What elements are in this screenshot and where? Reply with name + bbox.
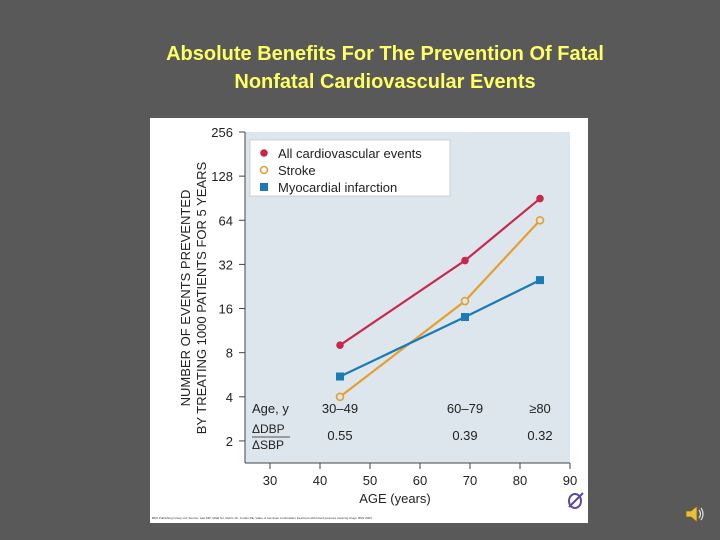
y-tick-label: 64 <box>219 213 233 228</box>
data-point-mi <box>336 372 344 381</box>
chart-frame: 2 4 8 16 32 64 128 256 30 40 50 60 70 80 90 NUMBER OF … <box>150 118 588 523</box>
citation-bar: BMJ Publishing Group Ltd; Source: Law MR… <box>150 513 588 523</box>
x-tick-label: 40 <box>313 473 327 488</box>
ratio-label-bottom: ΔSBP <box>252 438 284 452</box>
x-tick-label: 90 <box>563 473 577 488</box>
ratio-value: 0.39 <box>452 428 477 443</box>
age-row-label: Age, y <box>252 401 289 416</box>
speaker-icon[interactable] <box>683 503 707 525</box>
data-point-all_cv <box>336 341 344 349</box>
data-point-mi <box>536 276 544 285</box>
data-point-stroke <box>460 296 470 306</box>
line-chart: 2 4 8 16 32 64 128 256 30 40 50 60 70 80 90 NUMBER OF … <box>150 118 588 523</box>
data-point-mi <box>461 313 469 322</box>
slide-title-line2: Nonfatal Cardiovascular Events <box>234 71 536 93</box>
age-group-label: 30–49 <box>322 401 358 416</box>
ratio-value: 0.32 <box>527 428 552 443</box>
y-axis-label-line2: BY TREATING 1000 PATIENTS FOR 5 YEARS <box>194 161 209 434</box>
x-tick-label: 30 <box>263 473 277 488</box>
slide-title-line1: Absolute Benefits For The Prevention Of … <box>166 43 604 65</box>
y-tick-label: 16 <box>219 302 233 317</box>
x-tick-label: 60 <box>413 473 427 488</box>
ratio-value: 0.55 <box>327 428 352 443</box>
publisher-logo <box>568 492 584 509</box>
legend-marker-mi <box>260 183 268 191</box>
citation-text: BMJ Publishing Group Ltd; Source: Law MR… <box>152 516 373 520</box>
data-point-all_cv <box>536 194 544 203</box>
data-point-stroke <box>335 392 345 402</box>
x-tick-label: 70 <box>463 473 477 488</box>
y-tick-label: 32 <box>219 257 233 272</box>
data-point-stroke <box>535 215 545 225</box>
x-tick-label: 80 <box>513 473 527 488</box>
x-axis-label: AGE (years) <box>359 491 431 506</box>
y-tick-label: 128 <box>211 169 233 184</box>
legend-marker-stroke <box>259 165 269 175</box>
y-tick-label: 256 <box>211 125 233 140</box>
ratio-label-top: ΔDBP <box>252 422 285 436</box>
y-tick-label: 4 <box>226 390 233 405</box>
y-tick-label: 8 <box>226 346 233 361</box>
legend-label-stroke: Stroke <box>278 163 316 178</box>
legend-box <box>249 139 451 197</box>
y-axis-label-line1: NUMBER OF EVENTS PREVENTED <box>178 190 193 407</box>
x-tick-label: 50 <box>363 473 377 488</box>
legend-label-all_cv: All cardiovascular events <box>278 146 422 161</box>
slide-title: Absolute Benefits For The Prevention Of … <box>60 40 710 96</box>
legend-marker-all_cv <box>260 149 268 157</box>
age-group-label: ≥80 <box>529 401 551 416</box>
data-point-all_cv <box>461 256 469 265</box>
y-tick-label: 2 <box>226 434 233 449</box>
age-group-label: 60–79 <box>447 401 483 416</box>
legend-label-mi: Myocardial infarction <box>278 180 397 195</box>
